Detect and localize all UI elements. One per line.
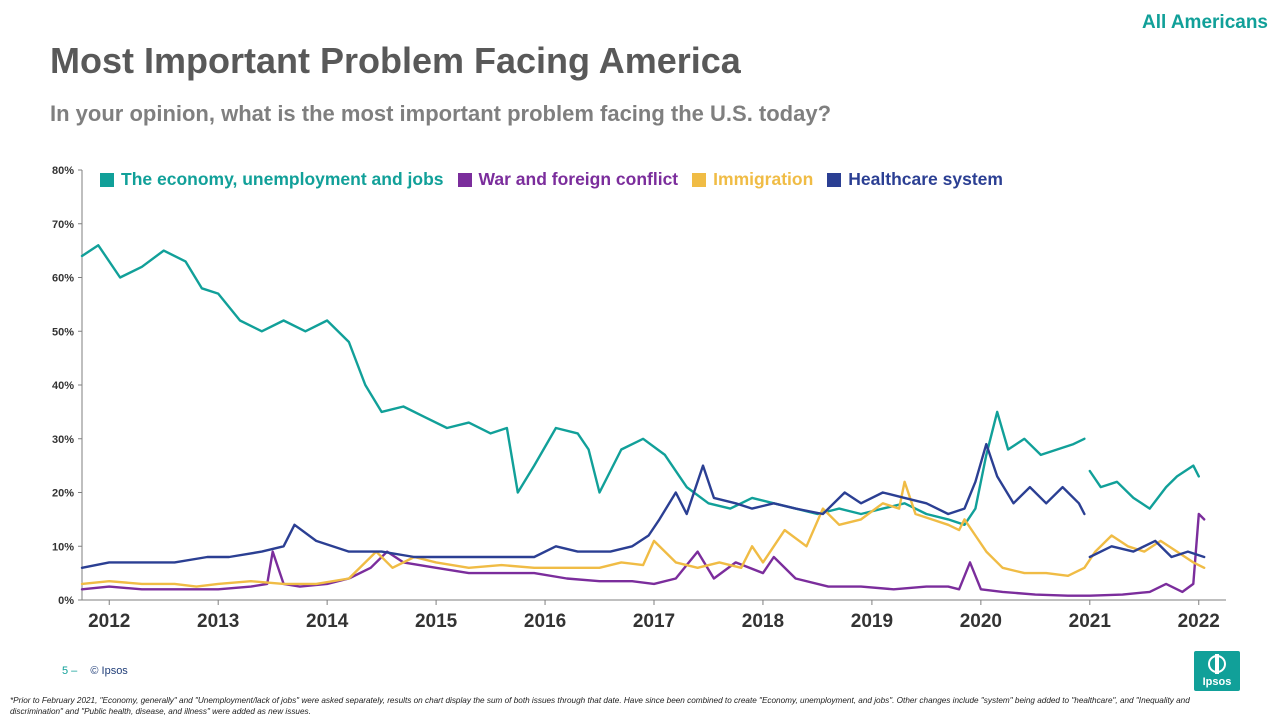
chart-legend: The economy, unemployment and jobs War a… bbox=[100, 169, 1003, 190]
ipsos-logo: Ipsos bbox=[1194, 651, 1240, 691]
y-tick-label: 50% bbox=[52, 326, 74, 338]
x-tick-label: 2015 bbox=[415, 611, 458, 632]
series-line-immigration-3 bbox=[80, 480, 1206, 588]
y-tick-label: 70% bbox=[52, 219, 74, 231]
legend-item-healthcare: Healthcare system bbox=[827, 169, 1003, 190]
series-line-healthcare-system-5 bbox=[1088, 539, 1206, 559]
series-line-healthcare-system-4 bbox=[80, 442, 1086, 569]
legend-swatch-economy bbox=[100, 172, 114, 187]
legend-label-economy: The economy, unemployment and jobs bbox=[121, 169, 444, 189]
legend-item-war: War and foreign conflict bbox=[457, 169, 679, 190]
ipsos-logo-text: Ipsos bbox=[1202, 676, 1232, 688]
legend-item-economy: The economy, unemployment and jobs bbox=[100, 169, 444, 190]
page-subtitle: In your opinion, what is the most import… bbox=[50, 101, 832, 126]
series-line-the-economy-unemployment-and-jobs-0 bbox=[80, 244, 1086, 526]
x-tick-label: 2012 bbox=[88, 611, 130, 632]
x-tick-label: 2022 bbox=[1178, 611, 1220, 632]
y-tick-label: 80% bbox=[52, 165, 74, 177]
legend-label-immigration: Immigration bbox=[713, 169, 814, 189]
x-tick-label: 2016 bbox=[524, 611, 566, 632]
x-tick-label: 2013 bbox=[197, 611, 239, 632]
page-footer: 5 – © Ipsos bbox=[62, 665, 128, 677]
legend-item-immigration: Immigration bbox=[692, 169, 813, 190]
y-tick-label: 60% bbox=[52, 273, 74, 285]
x-tick-label: 2014 bbox=[306, 611, 349, 632]
legend-swatch-healthcare bbox=[827, 172, 842, 187]
copyright: © Ipsos bbox=[90, 665, 128, 677]
legend-swatch-immigration bbox=[692, 172, 707, 187]
x-tick-label: 2019 bbox=[851, 611, 893, 632]
legend-label-war: War and foreign conflict bbox=[478, 169, 679, 189]
series-line-war-and-foreign-conflict-2 bbox=[80, 512, 1206, 597]
y-tick-label: 20% bbox=[52, 488, 74, 500]
y-tick-label: 30% bbox=[52, 434, 74, 446]
audience-tag: All Americans bbox=[1141, 12, 1268, 33]
y-tick-label: 0% bbox=[58, 595, 74, 607]
ipsos-logo-mark-icon bbox=[1208, 654, 1226, 674]
legend-label-healthcare: Healthcare system bbox=[848, 169, 1003, 189]
legend-swatch-war bbox=[457, 172, 472, 187]
page-number: 5 – bbox=[62, 665, 78, 677]
page-title: Most Important Problem Facing America bbox=[50, 40, 741, 81]
footnote: *Prior to February 2021, "Economy, gener… bbox=[10, 696, 1190, 716]
x-tick-label: 2017 bbox=[633, 611, 675, 632]
x-tick-label: 2020 bbox=[960, 611, 1002, 632]
x-tick-label: 2018 bbox=[742, 611, 784, 632]
y-tick-label: 40% bbox=[52, 380, 74, 392]
y-tick-label: 10% bbox=[52, 541, 74, 553]
x-tick-label: 2021 bbox=[1069, 611, 1112, 632]
series-line-the-economy-unemployment-and-jobs-1 bbox=[1088, 464, 1201, 510]
